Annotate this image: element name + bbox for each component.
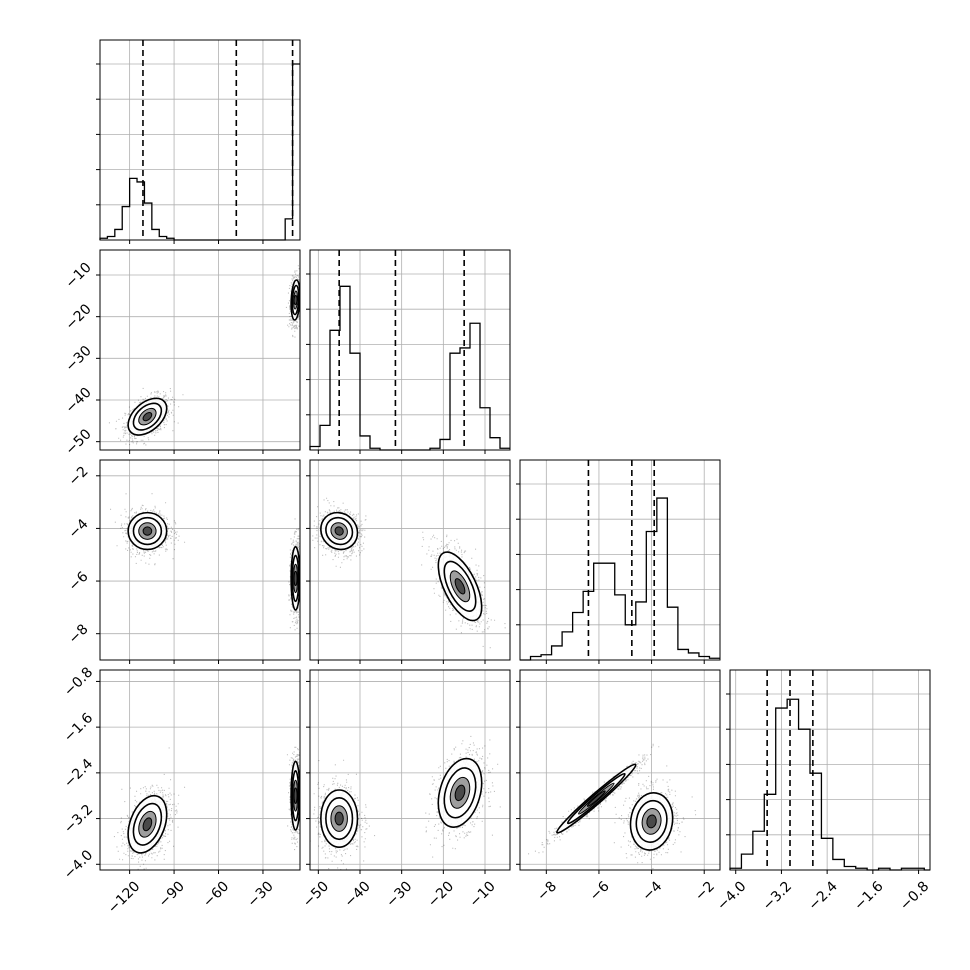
x-tick-label: −4	[639, 878, 665, 904]
panel-frame	[99, 39, 301, 241]
histogram-panel-2	[516, 459, 721, 661]
y-tick-label: −2.4	[61, 756, 96, 791]
x-tick-label: −4.0	[714, 878, 749, 913]
panel-frame	[309, 249, 511, 451]
x-tick-label: −120	[105, 878, 144, 917]
y-tick-label: −1.6	[61, 710, 96, 745]
histogram-1	[309, 285, 510, 451]
y-tick-label: −2	[66, 463, 92, 489]
histogram-panel-0	[96, 39, 301, 241]
contour-level-3	[586, 790, 606, 807]
x-tick-label: −50	[300, 878, 332, 910]
histogram-panel-1	[306, 249, 511, 451]
y-tick-label: −6	[66, 569, 92, 595]
panel-frame	[519, 669, 721, 871]
scatter-panel-3-2	[519, 669, 721, 871]
y-tick-label: −4	[66, 516, 92, 542]
x-tick-label: −6	[587, 878, 613, 904]
contour-level-3	[334, 526, 344, 536]
histogram-2	[520, 497, 720, 661]
contour-level-3	[454, 578, 466, 595]
x-tick-label: −8	[534, 878, 560, 904]
y-tick-label: −50	[63, 426, 95, 458]
density-1-0	[108, 265, 300, 446]
contour-level-3	[142, 817, 153, 832]
histogram-3	[729, 698, 930, 871]
x-tick-label: −40	[342, 878, 374, 910]
x-tick-label: −30	[245, 878, 277, 910]
density-2-0	[110, 493, 300, 631]
x-tick-label: −20	[425, 878, 457, 910]
scatter-panel-1-0	[99, 249, 301, 451]
y-tick-label: −3.2	[61, 802, 96, 837]
x-tick-label: −0.8	[897, 878, 932, 913]
panel-frame	[99, 459, 301, 661]
scatter-points-1	[613, 765, 697, 870]
x-tick-label: −90	[156, 878, 188, 910]
x-tick-label: −30	[383, 878, 415, 910]
y-tick-label: −8	[66, 621, 92, 647]
scatter-panel-2-1	[309, 459, 511, 661]
x-tick-label: −2	[692, 878, 718, 904]
panel-frame	[729, 669, 931, 871]
density-3-1	[310, 735, 501, 870]
panel-frame	[309, 459, 511, 661]
panel-frame	[99, 249, 301, 451]
histogram-panel-3	[726, 669, 931, 871]
y-tick-label: −30	[63, 343, 95, 375]
y-tick-label: −10	[63, 260, 95, 292]
y-tick-label: −20	[63, 301, 95, 333]
contour-level-3	[293, 570, 298, 587]
y-tick-label: −4.0	[61, 847, 96, 882]
x-tick-label: −3.2	[760, 878, 795, 913]
contour-level-3	[293, 787, 298, 804]
density-3-0	[113, 746, 300, 870]
y-tick-label: −40	[63, 385, 95, 417]
panel-frame	[519, 459, 721, 661]
contour-level-3	[334, 811, 344, 826]
contour-level-3	[646, 814, 657, 829]
x-tick-label: −10	[467, 878, 499, 910]
panel-frame	[309, 669, 511, 871]
density-3-2	[528, 743, 697, 870]
x-tick-label: −60	[200, 878, 232, 910]
y-tick-label: −0.8	[61, 664, 96, 699]
panel-frame	[99, 669, 301, 871]
contour-level-3	[454, 784, 466, 802]
contour-level-3	[293, 294, 298, 306]
contour-level-3	[142, 526, 153, 536]
contour-level-3	[142, 412, 153, 422]
x-tick-label: −1.6	[851, 878, 886, 913]
scatter-panel-3-1	[309, 669, 511, 871]
scatter-panel-2-0	[99, 459, 301, 661]
scatter-panel-3-0	[99, 669, 301, 871]
x-tick-label: −2.4	[806, 878, 841, 913]
density-2-1	[312, 497, 506, 649]
